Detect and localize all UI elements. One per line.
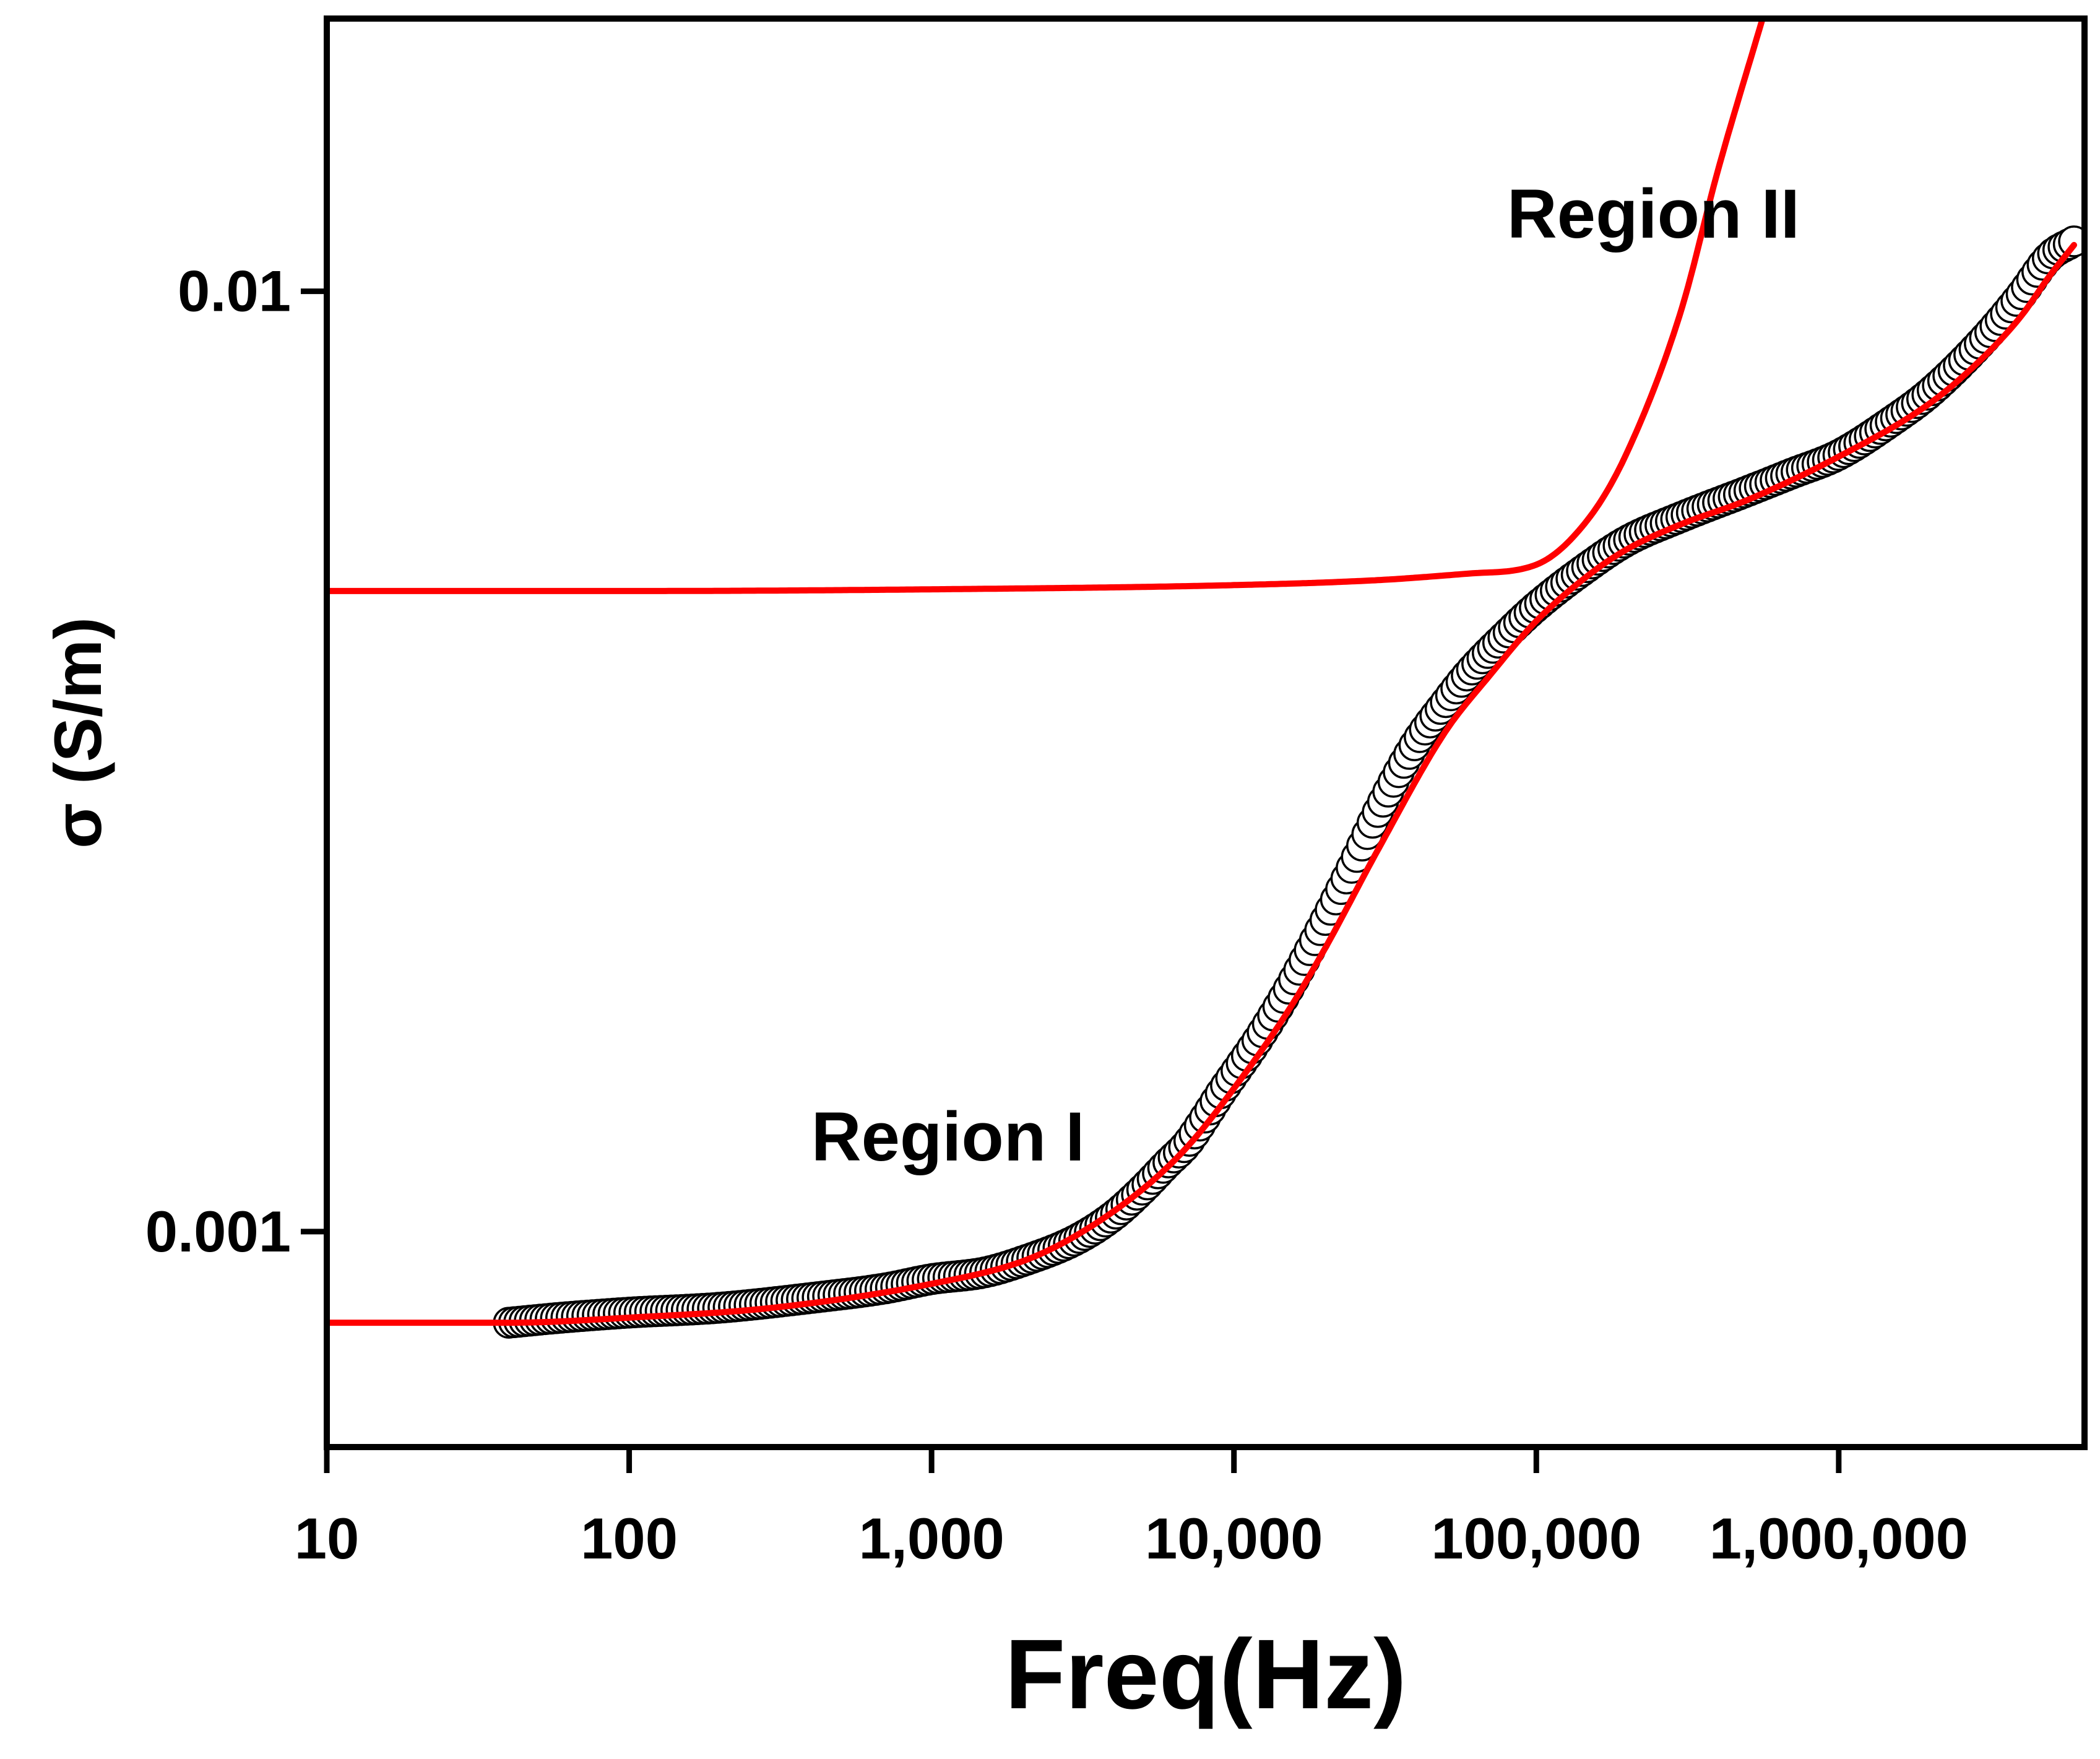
y-tick-label: 0.001	[145, 1199, 291, 1264]
x-tick-label: 100,000	[1431, 1506, 1641, 1571]
x-tick-label: 10	[295, 1506, 360, 1571]
x-axis-title: Freq(Hz)	[1005, 1619, 1407, 1729]
fit-line	[327, 19, 1766, 594]
x-tick-label: 1,000,000	[1709, 1506, 1968, 1571]
series-measured	[493, 225, 2085, 1339]
x-tick-label: 1,000	[859, 1506, 1005, 1571]
fit-line	[327, 241, 2077, 1326]
region-annotation: Region I	[811, 1098, 1085, 1175]
y-tick-label: 0.01	[178, 259, 291, 324]
data-point	[2058, 225, 2085, 257]
x-tick-label: 10,000	[1145, 1506, 1323, 1571]
x-tick-label: 100	[581, 1506, 678, 1571]
region-annotation: Region II	[1507, 175, 1800, 253]
plot-frame	[324, 15, 2088, 1450]
y-axis-title: σ (S/m)	[40, 617, 115, 849]
